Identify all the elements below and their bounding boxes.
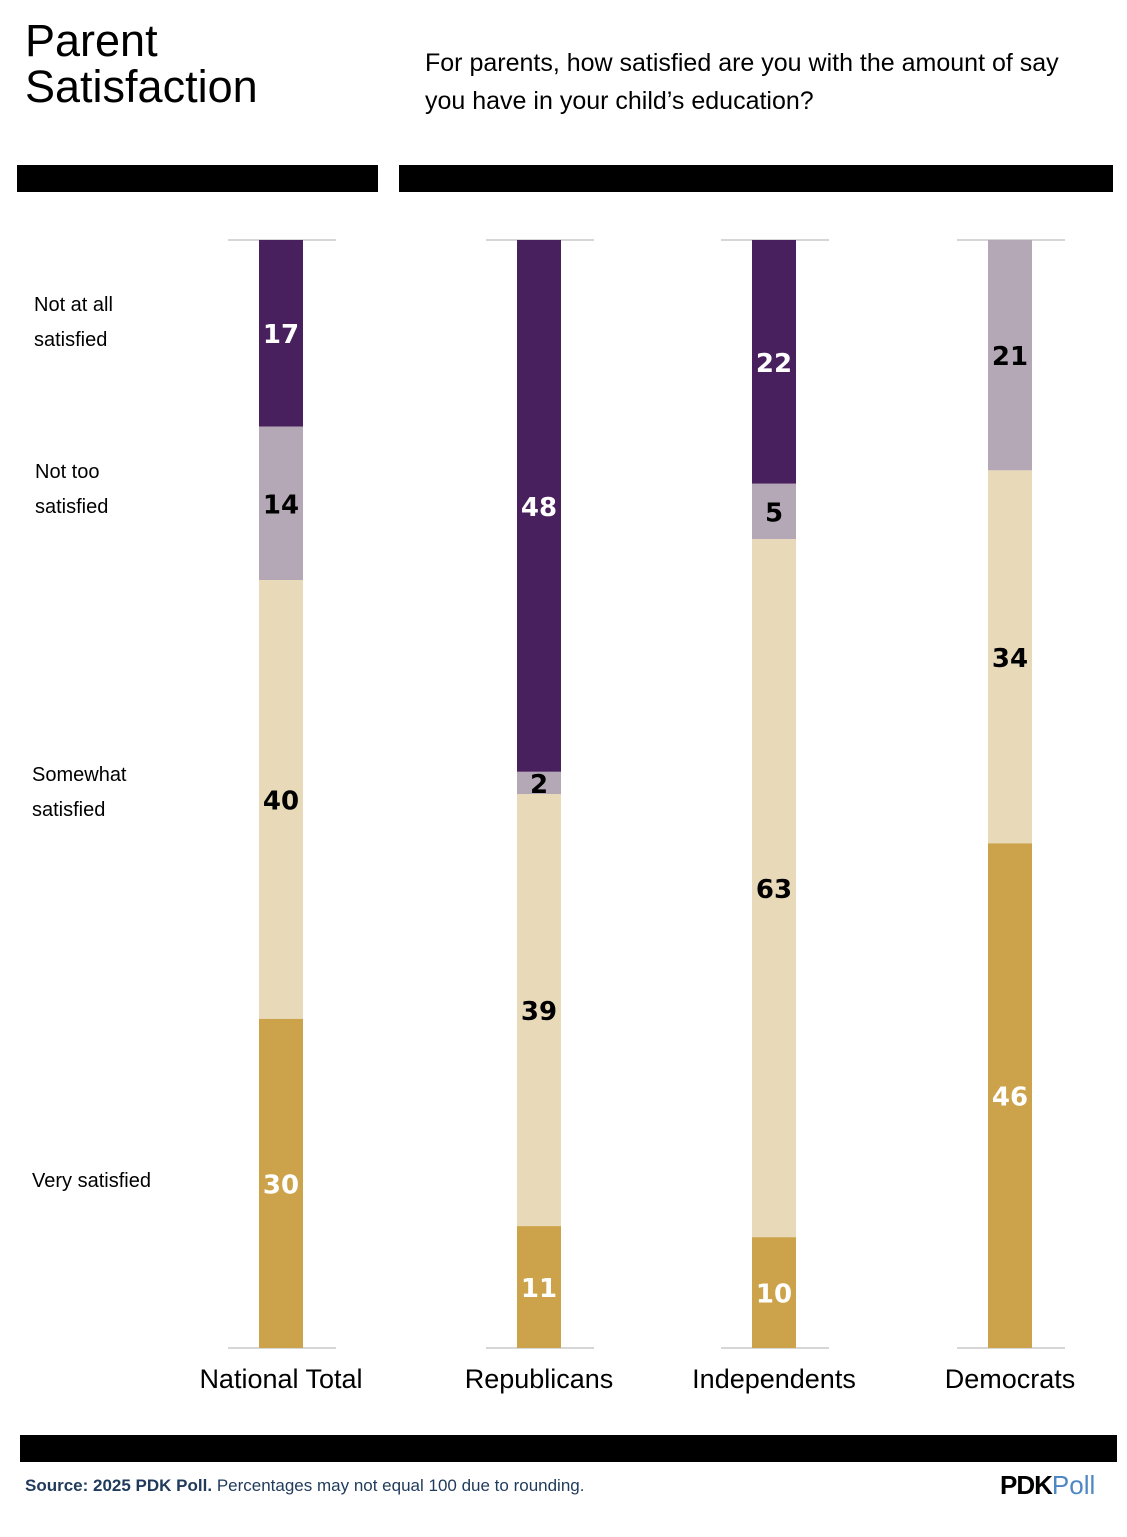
data-label: 21 (992, 342, 1028, 372)
pdk-poll-logo: PDKPoll (1000, 1470, 1095, 1501)
category-label: Independents (692, 1364, 856, 1394)
data-label: 11 (521, 1274, 557, 1304)
data-label: 14 (263, 490, 299, 520)
bar-segment-somewhat (259, 580, 303, 1019)
legend-label-not-too: Not too satisfied (35, 461, 109, 518)
data-label: 22 (756, 349, 792, 379)
logo-pdk: PDK (1000, 1470, 1053, 1500)
logo-poll: Poll (1051, 1470, 1096, 1500)
source-disclaimer: Percentages may not equal 100 due to rou… (216, 1476, 585, 1495)
data-label: 2 (530, 770, 548, 800)
data-label: 46 (992, 1083, 1028, 1113)
data-label: 10 (756, 1280, 792, 1310)
data-label: 48 (521, 493, 557, 523)
source-note: Source: 2025 PDK Poll. Percentages may n… (25, 1476, 584, 1496)
bar-segment-not-too (259, 426, 303, 581)
bar-segment-not-at_all (752, 240, 796, 484)
legend-label-very: Very satisfied (32, 1170, 151, 1192)
bar-segment-not-at_all (259, 240, 303, 427)
bar-segment-not-too (517, 771, 561, 794)
data-label: 17 (263, 320, 299, 350)
bar-segment-somewhat (517, 794, 561, 1227)
legend-label-somewhat: Somewhat satisfied (32, 764, 127, 821)
bar-segment-very (988, 843, 1032, 1348)
header-rule-left (17, 165, 378, 192)
data-label: 39 (521, 997, 557, 1027)
footer-rule (20, 1435, 1117, 1462)
header-rule-right (399, 165, 1113, 192)
survey-question: For parents, how satisfied are you with … (425, 49, 1059, 115)
data-label: 63 (756, 875, 792, 905)
bar-segment-not-at_all (517, 240, 561, 772)
bar-segment-very (259, 1018, 303, 1348)
category-label: National Total (199, 1364, 362, 1394)
bar-segment-not-too (988, 240, 1032, 471)
legend-label-not-at-all: Not at all satisfied (34, 294, 113, 351)
source-label: Source: 2025 PDK Poll. (25, 1476, 213, 1495)
bar-segment-very (752, 1237, 796, 1348)
bar-segment-very (517, 1226, 561, 1348)
page-title: Parent Satisfaction (25, 15, 258, 112)
category-label: Republicans (465, 1364, 614, 1394)
data-label: 30 (263, 1170, 299, 1200)
stacked-bar-chart: 17 14 40 30 National Total 48 2 39 11 Republicans… (199, 239, 1076, 1394)
bar-segment-somewhat (988, 470, 1032, 844)
data-label: 5 (765, 498, 783, 528)
category-label: Democrats (945, 1364, 1076, 1394)
data-label: 40 (263, 786, 299, 816)
data-label: 34 (992, 644, 1028, 674)
bar-segment-not-too (752, 483, 796, 540)
bar-segment-somewhat (752, 539, 796, 1238)
